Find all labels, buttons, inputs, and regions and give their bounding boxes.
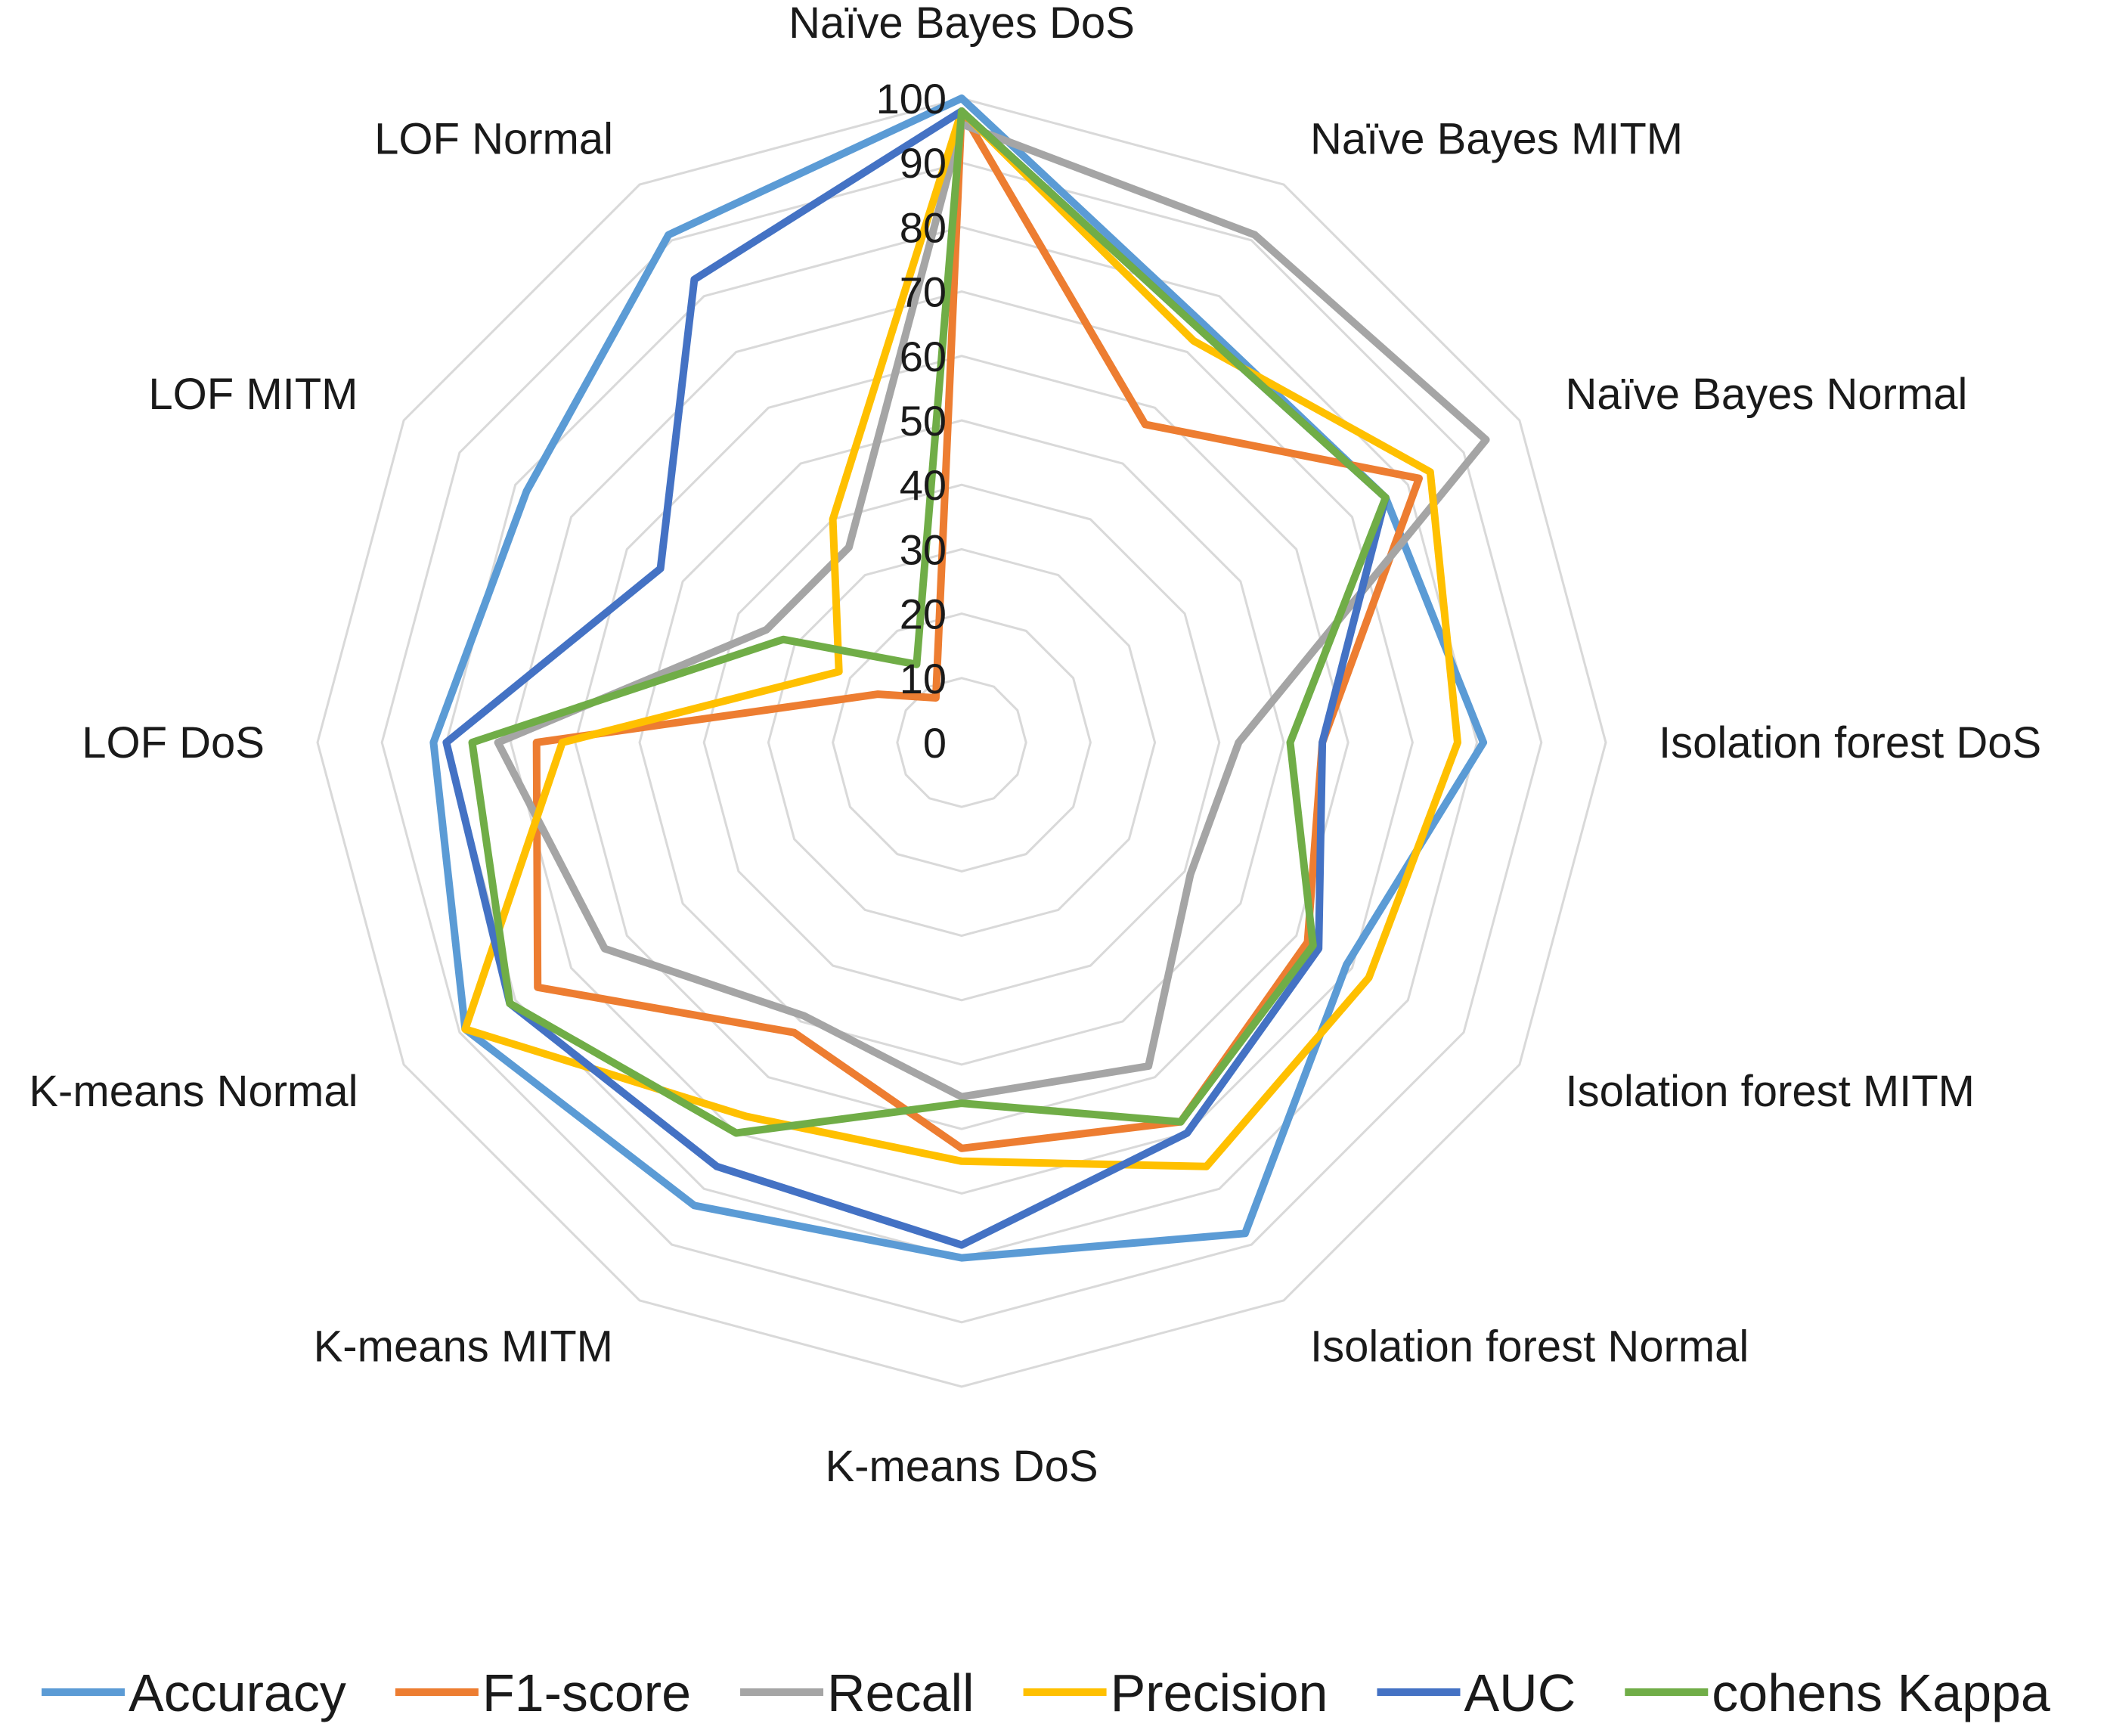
series-line-recall <box>494 120 1490 1101</box>
category-label: Naïve Bayes Normal <box>1566 370 1968 419</box>
category-label: Isolation forest Normal <box>1310 1322 1749 1372</box>
grid-ring <box>896 677 1027 808</box>
axis-tick-label: 90 <box>900 139 947 187</box>
category-label: LOF MITM <box>148 370 358 419</box>
axis-tick-label: 50 <box>900 397 947 445</box>
category-label: K-means DoS <box>825 1442 1098 1491</box>
category-labels: Naïve Bayes DoS Naïve Bayes MITM Naïve Bay… <box>29 0 2041 1491</box>
grid-ring <box>316 97 1607 1388</box>
legend-label: AUC <box>1464 1663 1576 1722</box>
grid-ring <box>510 290 1414 1195</box>
series-line-precision <box>461 107 1461 1170</box>
radar-grid <box>316 97 1607 1388</box>
category-label: K-means MITM <box>314 1322 613 1372</box>
axis-tick-label: 40 <box>900 461 947 509</box>
radial-axis-ticks: 0 10 20 30 40 50 60 70 80 90 100 <box>876 75 947 767</box>
axis-tick-label: 0 <box>923 719 947 767</box>
axis-tick-label: 60 <box>900 333 947 380</box>
category-label: Naïve Bayes DoS <box>789 0 1135 48</box>
category-label: Isolation forest DoS <box>1659 718 2041 767</box>
axis-tick-label: 80 <box>900 203 947 251</box>
category-label: LOF DoS <box>82 718 265 767</box>
grid-ring <box>574 355 1349 1130</box>
grid-ring <box>767 547 1157 938</box>
series-line-cohens-kappa <box>468 107 1390 1137</box>
category-label: K-means Normal <box>29 1067 358 1116</box>
axis-tick-label: 70 <box>900 268 947 316</box>
legend-label: Precision <box>1111 1663 1328 1722</box>
grid-ring <box>380 161 1543 1324</box>
legend-label: Recall <box>827 1663 975 1722</box>
category-label: Naïve Bayes MITM <box>1310 115 1683 164</box>
radar-series <box>429 95 1490 1262</box>
axis-tick-label: 20 <box>900 591 947 638</box>
series-line-f1-score <box>532 107 1423 1152</box>
axis-tick-label: 10 <box>900 655 947 702</box>
axis-tick-label: 100 <box>876 75 947 122</box>
category-label: Isolation forest MITM <box>1566 1067 1975 1116</box>
grid-ring <box>702 483 1221 1002</box>
grid-ring <box>832 612 1092 873</box>
legend-label: cohens Kappa <box>1712 1663 2050 1722</box>
chart-legend: Accuracy F1-score Recall Precision AUC cohens… <box>42 1663 2050 1722</box>
legend-label: F1-score <box>482 1663 691 1722</box>
axis-tick-label: 30 <box>900 525 947 573</box>
grid-ring <box>638 419 1285 1066</box>
category-label: LOF Normal <box>374 115 613 164</box>
legend-label: Accuracy <box>129 1663 346 1722</box>
